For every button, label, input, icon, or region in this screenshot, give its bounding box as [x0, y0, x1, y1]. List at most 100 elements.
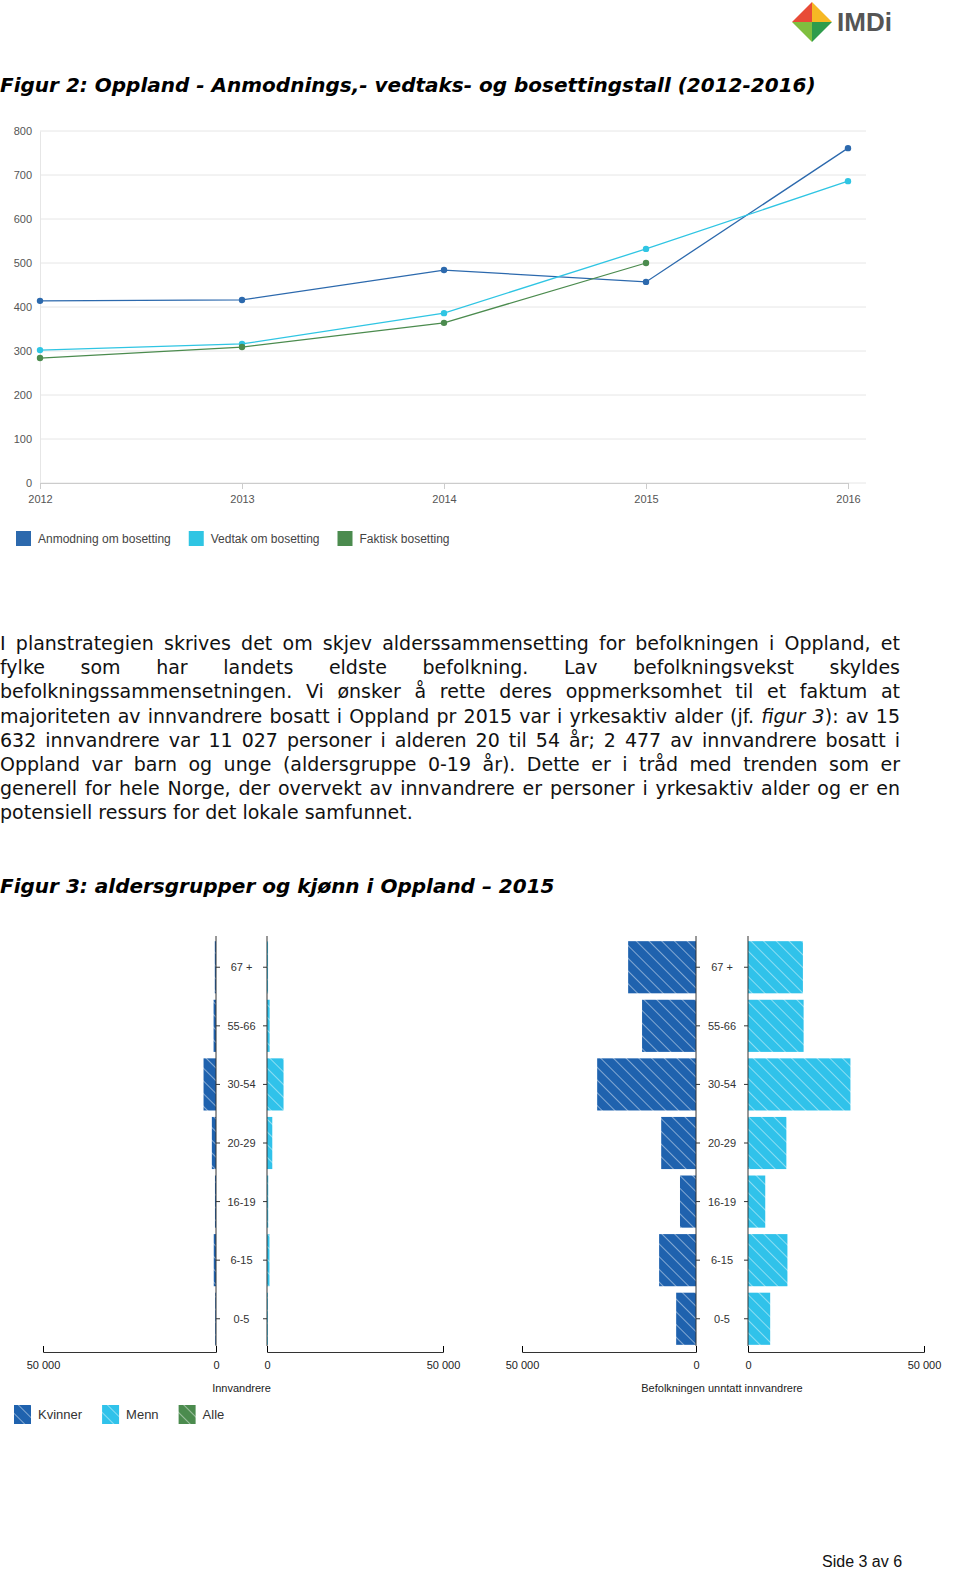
bar	[748, 941, 803, 993]
chart-title: Figur 3: aldersgrupper og kjønn i Opplan…	[0, 874, 555, 898]
tick-mark	[443, 1346, 444, 1352]
legend-item: Vedtak om bosetting	[189, 531, 320, 546]
axis-line	[523, 1346, 697, 1353]
tick-label: 2016	[836, 493, 860, 505]
tick-label: 0	[26, 477, 32, 489]
marker	[441, 267, 447, 273]
plot-area	[597, 941, 850, 1345]
bar	[748, 1234, 787, 1286]
axis-line	[268, 1346, 444, 1353]
tick: 2016	[836, 483, 860, 505]
y-axis: 0100200300400500600700800	[14, 125, 41, 489]
tick: 50 000	[908, 1346, 942, 1371]
tick-label: 50 000	[908, 1359, 942, 1371]
category-label: 16-19	[227, 1196, 255, 1208]
bar	[659, 1234, 696, 1286]
tick: 0	[26, 477, 40, 489]
marker	[37, 298, 43, 304]
category-label: 16-19	[708, 1196, 736, 1208]
tick-mark	[263, 1201, 267, 1202]
tick: 700	[14, 169, 40, 181]
legend-label: Kvinner	[38, 1407, 83, 1422]
series-line	[40, 148, 848, 301]
tick-mark	[43, 1346, 44, 1352]
axis-line	[216, 936, 217, 1346]
bar	[680, 1176, 696, 1228]
bar	[748, 1117, 786, 1169]
tick-mark	[263, 1143, 267, 1144]
tick-mark	[744, 1025, 748, 1026]
logo-shape	[812, 22, 832, 42]
legend-swatch	[14, 1405, 31, 1424]
legend-item: Anmodning om bosetting	[16, 531, 171, 546]
axis-line	[267, 936, 268, 1346]
tick-mark	[744, 967, 748, 968]
axis-line	[41, 484, 849, 490]
logo-shape	[792, 2, 812, 22]
chart: 0100200300400500600700800201220132014201…	[14, 125, 866, 546]
tick: 2014	[432, 483, 456, 505]
grid-line	[40, 175, 866, 176]
legend-label: Vedtak om bosetting	[211, 532, 320, 546]
legend-swatch	[16, 531, 31, 546]
tick-label: 2012	[28, 493, 52, 505]
marker	[643, 246, 649, 252]
category-label: 20-29	[227, 1137, 255, 1149]
tick: 50 000	[27, 1346, 61, 1371]
tick-mark	[696, 1318, 700, 1319]
grid-line	[40, 395, 866, 396]
tick: 0	[213, 1346, 219, 1371]
marker	[37, 355, 43, 361]
pyramid: Figur 3: aldersgrupper og kjønn i Opplan…	[0, 874, 555, 1424]
marker	[441, 320, 447, 326]
bar	[642, 1000, 696, 1052]
paragraph: I planstrategien skrives det om skjev al…	[0, 631, 900, 825]
tick: 600	[14, 213, 40, 225]
tick-mark	[924, 1346, 925, 1352]
logo-text: IMDi	[837, 7, 892, 37]
tick-label: 50 000	[506, 1359, 540, 1371]
tick-mark	[744, 1318, 748, 1319]
tick-label: 0	[264, 1359, 270, 1371]
tick: 0	[745, 1346, 751, 1371]
tick-mark	[216, 1201, 220, 1202]
chart-title: Figur 2: Oppland - Anmodnings,- vedtaks-…	[0, 73, 816, 97]
legend-item: Kvinner	[14, 1405, 83, 1424]
tick: 50 000	[427, 1346, 461, 1371]
tick-label: 500	[14, 257, 32, 269]
axis-line	[40, 132, 41, 484]
category-label: 67 +	[231, 961, 253, 973]
tick: 800	[14, 125, 40, 137]
axis-title: Innvandrere	[212, 1382, 271, 1394]
tick-label: 50 000	[427, 1359, 461, 1371]
tick-mark	[263, 1260, 267, 1261]
axis-line	[44, 1346, 217, 1353]
tick-mark	[216, 1318, 220, 1319]
bar	[748, 1058, 850, 1110]
tick-mark	[696, 967, 700, 968]
legend-swatch	[189, 531, 204, 546]
logo: IMDi	[792, 2, 892, 42]
category-label: 6-15	[230, 1254, 252, 1266]
bar	[748, 1293, 770, 1345]
tick-label: 2015	[634, 493, 658, 505]
marker	[643, 279, 649, 285]
marker	[239, 344, 245, 350]
tick-label: 50 000	[27, 1359, 61, 1371]
bar	[748, 1000, 804, 1052]
tick-label: 400	[14, 301, 32, 313]
tick-mark	[696, 1143, 700, 1144]
axis-title: Befolkningen unntatt innvandrere	[641, 1382, 802, 1394]
tick: 100	[14, 433, 40, 445]
tick-mark	[216, 1084, 220, 1085]
text-run: figur 3	[761, 705, 824, 727]
tick-mark	[744, 1084, 748, 1085]
tick-mark	[848, 483, 849, 489]
legend-label: Anmodning om bosetting	[38, 532, 171, 546]
tick: 300	[14, 345, 40, 357]
category-label: 55-66	[708, 1020, 736, 1032]
legend-item: Menn	[102, 1405, 159, 1424]
tick-mark	[696, 1084, 700, 1085]
tick-mark	[263, 1025, 267, 1026]
legend-swatch	[102, 1405, 119, 1424]
